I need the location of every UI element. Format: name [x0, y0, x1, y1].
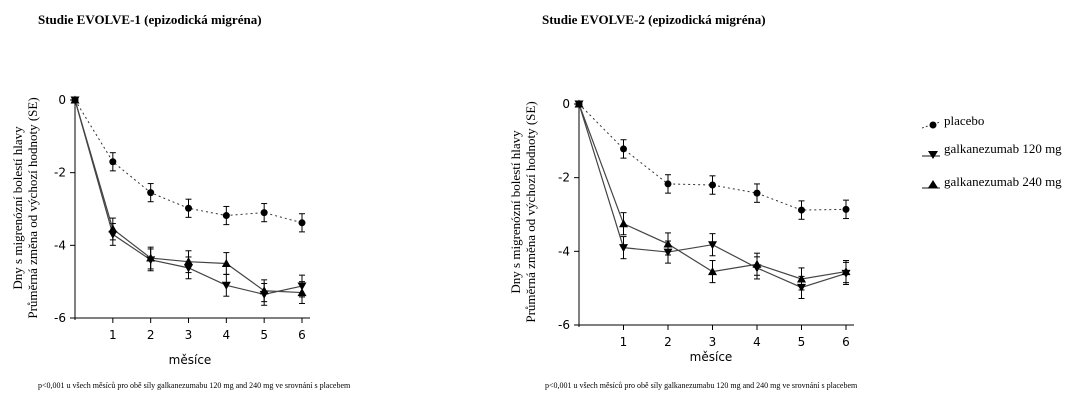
data-point-circle	[753, 189, 761, 197]
chart-evolve-1: Studie EVOLVE-1 (epizodická migréna) 1 2 3…	[10, 12, 351, 390]
y-tick-label: -2	[54, 166, 66, 180]
data-point-circle	[798, 206, 805, 214]
legend-triangle-down-icon	[928, 151, 938, 159]
x-tick-label: 2	[664, 335, 672, 349]
data-point-circle	[620, 145, 627, 153]
y-tick-label: -2	[558, 171, 570, 185]
x-tick-label: 1	[620, 335, 628, 349]
x-tick-label: 1	[109, 328, 117, 342]
chart-1-title: Studie EVOLVE-1 (epizodická migréna)	[38, 12, 262, 27]
chart-1-x-label: měsíce	[169, 353, 212, 367]
x-tick-label: 6	[298, 328, 306, 342]
chart-1-y-ticks: 0 -2 -4 -6	[54, 93, 75, 325]
y-tick-label: -4	[558, 244, 570, 258]
series-line-1	[578, 103, 847, 289]
data-point-circle	[842, 205, 850, 213]
data-point-triangle-up	[146, 253, 156, 262]
data-point-triangle-up	[574, 99, 584, 108]
legend-item-120: galkanezumab 120 mg	[922, 141, 1062, 159]
data-point-circle	[260, 209, 268, 217]
data-point-triangle-up	[663, 239, 673, 248]
legend-item-placebo: placebo	[921, 113, 984, 129]
data-point-circle	[709, 181, 716, 189]
chart-2-series	[574, 99, 851, 299]
x-tick-label: 4	[223, 328, 231, 342]
data-point-circle	[109, 158, 117, 166]
data-point-circle	[185, 204, 192, 212]
data-point-circle	[147, 189, 155, 197]
x-tick-label: 5	[798, 335, 806, 349]
chart-1-y-label-line2: Průměrná změna od výchozí hodnoty (SE)	[25, 97, 40, 318]
y-tick-label: 0	[562, 97, 570, 111]
legend-label-placebo: placebo	[944, 113, 984, 128]
chart-evolve-2: Studie EVOLVE-2 (epizodická migréna) 1 2 3…	[508, 12, 858, 390]
data-point-triangle-down	[619, 244, 628, 253]
chart-2-x-ticks: 1 2 3 4 5 6	[620, 325, 850, 349]
data-point-triangle-up	[259, 286, 269, 295]
data-point-circle	[222, 212, 230, 220]
data-point-triangle-up	[708, 267, 717, 276]
data-point-triangle-up	[108, 224, 118, 233]
legend-circle-icon	[929, 121, 937, 129]
data-point-circle	[298, 219, 306, 227]
x-tick-label: 2	[147, 328, 155, 342]
data-point-triangle-up	[297, 288, 307, 297]
chart-2-y-ticks: 0 -2 -4 -6	[558, 97, 579, 332]
data-point-triangle-down	[221, 281, 231, 290]
chart-2-footnote: p<0,001 u všech měsíců pro obě síly galk…	[545, 381, 858, 390]
legend: placebo galkanezumab 120 mg galkanezumab…	[921, 113, 1062, 189]
chart-2-axes	[578, 104, 854, 327]
x-tick-label: 4	[753, 335, 761, 349]
legend-item-240: galkanezumab 240 mg	[922, 174, 1062, 189]
data-point-triangle-up	[797, 274, 806, 283]
x-tick-label: 6	[842, 335, 850, 349]
y-tick-label: -6	[54, 311, 66, 325]
chart-1-axes	[74, 100, 310, 320]
chart-1-y-label-line1: Dny s migrenózní bolestí hlavy	[10, 126, 25, 290]
data-point-triangle-down	[708, 241, 717, 250]
data-point-circle	[664, 180, 672, 188]
data-point-triangle-up	[841, 267, 851, 276]
legend-label-120: galkanezumab 120 mg	[944, 141, 1062, 156]
chart-2-y-label-line2: Průměrná změna od výchozí hodnoty (SE)	[523, 101, 538, 322]
chart-2-y-label-line1: Dny s migrenózní bolestí hlavy	[508, 130, 523, 294]
chart-2-x-label: měsíce	[690, 350, 733, 364]
data-point-triangle-up	[221, 259, 231, 267]
x-tick-label: 5	[260, 328, 268, 342]
legend-triangle-up-icon	[928, 180, 938, 188]
y-tick-label: -6	[558, 318, 570, 332]
data-point-triangle-up	[70, 95, 80, 104]
chart-2-title: Studie EVOLVE-2 (epizodická migréna)	[542, 12, 766, 27]
y-tick-label: 0	[58, 93, 66, 107]
x-tick-label: 3	[185, 328, 193, 342]
data-point-triangle-up	[752, 259, 762, 268]
chart-1-footnote: p<0,001 u všech měsíců pro obě síly galk…	[38, 381, 351, 390]
x-tick-label: 3	[709, 335, 717, 349]
chart-1-series	[70, 95, 307, 306]
y-tick-label: -4	[54, 238, 66, 252]
chart-1-x-ticks: 1 2 3 4 5 6	[109, 318, 306, 342]
data-point-triangle-up	[619, 219, 628, 228]
data-point-triangle-up	[184, 257, 193, 266]
legend-label-240: galkanezumab 240 mg	[944, 174, 1062, 189]
